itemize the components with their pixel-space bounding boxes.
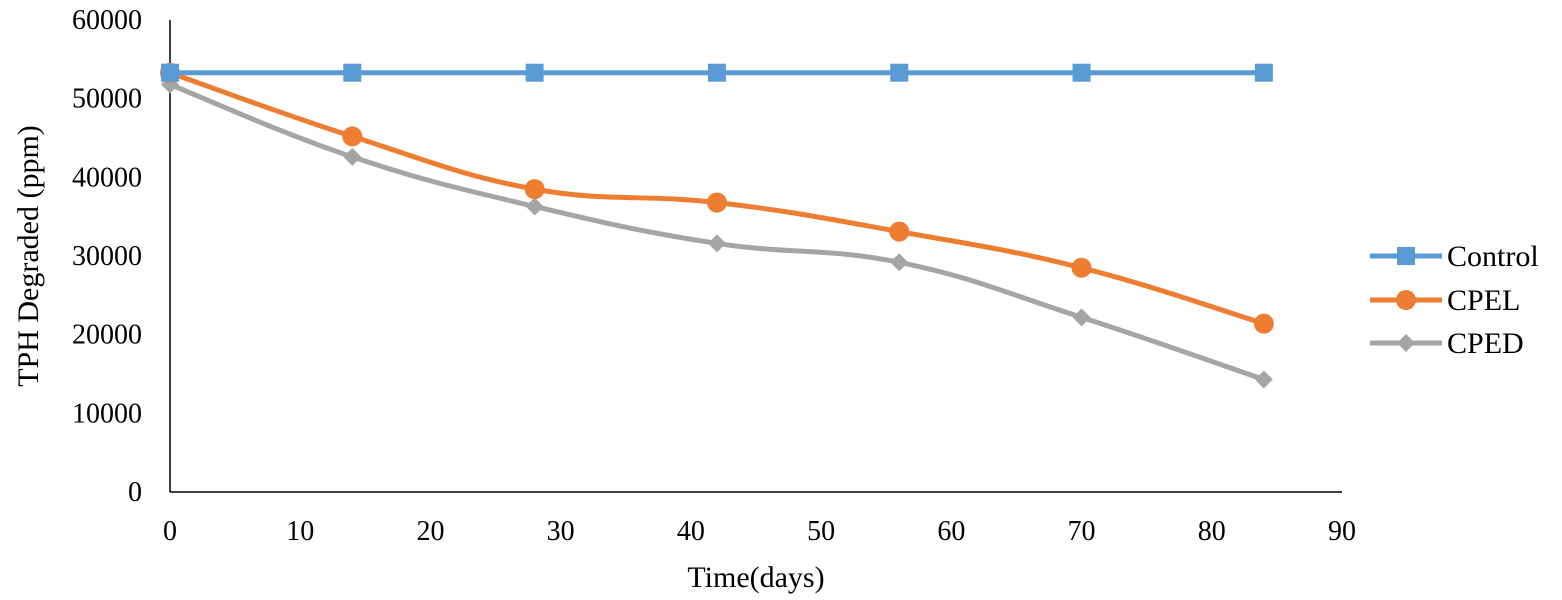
x-tick-label: 50 [807,516,835,547]
x-tick-label: 20 [416,516,444,547]
legend-label: CPEL [1447,284,1520,317]
data-point-cped [890,253,909,272]
series-cped [161,75,1273,389]
y-tick-label: 40000 [72,162,142,193]
x-tick-labels: 0 10 20 30 40 50 60 70 80 90 [163,516,1356,547]
data-point-control [1072,63,1091,82]
data-point-cpel [1071,257,1092,278]
legend-swatch-marker [1397,334,1415,352]
x-tick-label: 0 [163,516,177,547]
x-tick-label: 90 [1328,516,1356,547]
data-point-control [1254,63,1273,82]
legend-item-control: Control [1370,240,1539,273]
series-cpel [160,62,1274,334]
x-tick-label: 30 [547,516,575,547]
data-point-control [525,63,544,82]
y-tick-label: 20000 [72,320,142,351]
y-tick-label: 10000 [72,398,142,429]
data-point-cped [343,147,362,166]
data-point-cped [525,197,544,216]
legend-item-cpel: CPEL [1370,284,1520,317]
data-point-cpel [524,179,545,200]
data-point-cped [1072,308,1091,327]
legend-swatch-marker [1396,290,1416,310]
y-axis-title: TPH Degraded (ppm) [12,125,45,387]
x-tick-label: 10 [286,516,314,547]
x-tick-label: 80 [1198,516,1226,547]
data-point-control [343,63,362,82]
legend-swatch-marker [1397,247,1415,265]
series-layer [160,62,1274,389]
legend-item-cped: CPED [1370,327,1524,360]
legend-label: Control [1447,240,1539,273]
data-point-cpel [1253,313,1274,334]
x-tick-label: 70 [1068,516,1096,547]
x-tick-label: 60 [937,516,965,547]
x-axis-title: Time(days) [687,561,824,594]
y-tick-label: 30000 [72,241,142,272]
legend: Control CPEL CPED [1370,240,1539,360]
data-point-cped [707,234,726,253]
data-point-control [707,63,726,82]
y-tick-label: 0 [128,477,142,508]
y-tick-labels: 0 10000 20000 30000 40000 50000 60000 [72,5,142,508]
data-point-cped [1254,370,1273,389]
data-point-control [161,63,179,82]
data-point-control [890,63,909,82]
data-point-cpel [889,221,910,242]
y-tick-label: 50000 [72,84,142,115]
series-control [161,63,1273,82]
legend-label: CPED [1447,327,1524,360]
axes [169,20,1342,493]
x-tick-label: 40 [677,516,705,547]
data-point-cpel [706,192,727,213]
data-point-cpel [342,126,363,147]
y-tick-label: 60000 [72,5,142,36]
